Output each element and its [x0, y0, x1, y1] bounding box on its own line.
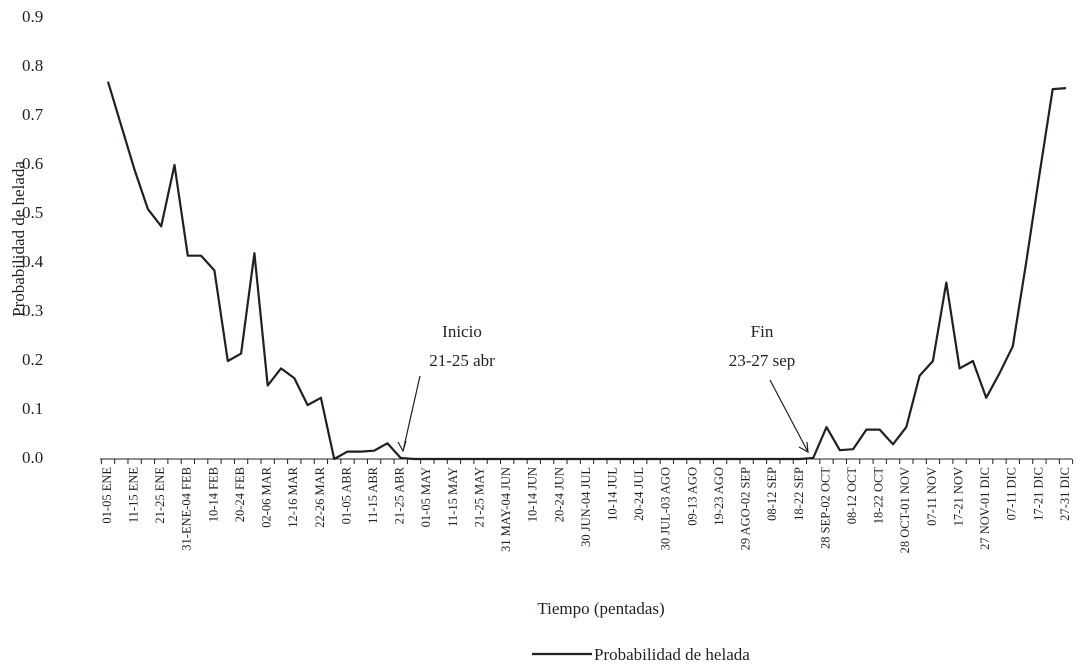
x-tick-label: 21-25 ABR [393, 466, 407, 524]
x-tick-label: 28 OCT-01 NOV [898, 467, 912, 553]
annotation: 21-25 abr [429, 351, 495, 370]
y-axis-label: Probabilidad de helada [9, 161, 28, 317]
x-axis-label: Tiempo (pentadas) [537, 599, 664, 618]
y-tick-label: 0.4 [22, 252, 44, 271]
y-tick-label: 0.3 [22, 301, 43, 320]
x-tick-label: 21-25 ENE [153, 467, 167, 524]
x-tick-label: 10-14 JUL [605, 467, 619, 521]
x-tick-label: 31-ENE-04 FEB [180, 467, 194, 551]
x-tick-label: 30 JUL-03 AGO [659, 467, 673, 550]
x-tick-label: 01-05 ENE [100, 467, 114, 524]
x-tick-label: 17-21 DIC [1031, 467, 1045, 521]
x-tick-label: 08-12 SEP [765, 467, 779, 521]
x-tick-label: 20-24 FEB [233, 467, 247, 522]
x-tick-label: 07-11 DIC [1005, 467, 1019, 520]
x-tick-label: 10-14 JUN [526, 467, 540, 522]
x-tick-label: 21-25 MAY [472, 467, 486, 527]
x-tick-label: 27-31 DIC [1058, 467, 1072, 521]
y-tick-label: 0.8 [22, 56, 43, 75]
x-tick-label: 31 MAY-04 JUN [499, 467, 513, 552]
x-tick-label: 19-23 AGO [712, 467, 726, 526]
y-tick-label: 0.1 [22, 399, 43, 418]
y-tick-label: 0.5 [22, 203, 43, 222]
x-tick-label: 07-11 NOV [925, 467, 939, 526]
x-tick-label: 11-15 ABR [366, 466, 380, 523]
legend-label: Probabilidad de helada [594, 645, 750, 664]
x-tick-label: 01-05 MAY [419, 467, 433, 527]
x-tick-label: 08-12 OCT [845, 467, 859, 525]
x-tick-label: 01-05 ABR [339, 466, 353, 524]
x-tick-label: 12-16 MAR [286, 466, 300, 527]
x-tick-label: 29 AGO-02 SEP [739, 467, 753, 550]
x-tick-label: 18-22 SEP [792, 467, 806, 521]
x-tick-label: 27 NOV-01 DIC [978, 467, 992, 550]
y-tick-label: 0.6 [22, 154, 43, 173]
x-tick-label: 20-24 JUN [552, 467, 566, 522]
annotation: Inicio [442, 322, 482, 341]
annotation-arrow [397, 375, 421, 453]
x-tick-label: 30 JUN-04 JUL [579, 467, 593, 547]
y-tick-label: 0.7 [22, 105, 44, 124]
x-tick-label: 10-14 FEB [206, 467, 220, 522]
x-tick-label: 28 SEP-02 OCT [818, 467, 832, 549]
annotation: Fin [751, 322, 774, 341]
x-tick-label: 22-26 MAR [313, 466, 327, 527]
annotation-arrow [769, 379, 809, 454]
x-tick-label: 17-21 NOV [951, 467, 965, 526]
line-series [106, 81, 1067, 461]
annotation: 23-27 sep [729, 351, 796, 370]
x-tick-label: 11-15 ENE [126, 467, 140, 523]
x-tick-label: 20-24 JUL [632, 467, 646, 521]
y-tick-label: 0.0 [22, 448, 43, 467]
y-tick-label: 0.2 [22, 350, 43, 369]
y-tick-label: 0.9 [22, 7, 43, 26]
x-tick-label: 18-22 OCT [872, 467, 886, 525]
x-tick-label: 09-13 AGO [685, 467, 699, 526]
x-tick-label: 02-06 MAR [260, 466, 274, 527]
x-tick-label: 11-15 MAY [446, 467, 460, 527]
